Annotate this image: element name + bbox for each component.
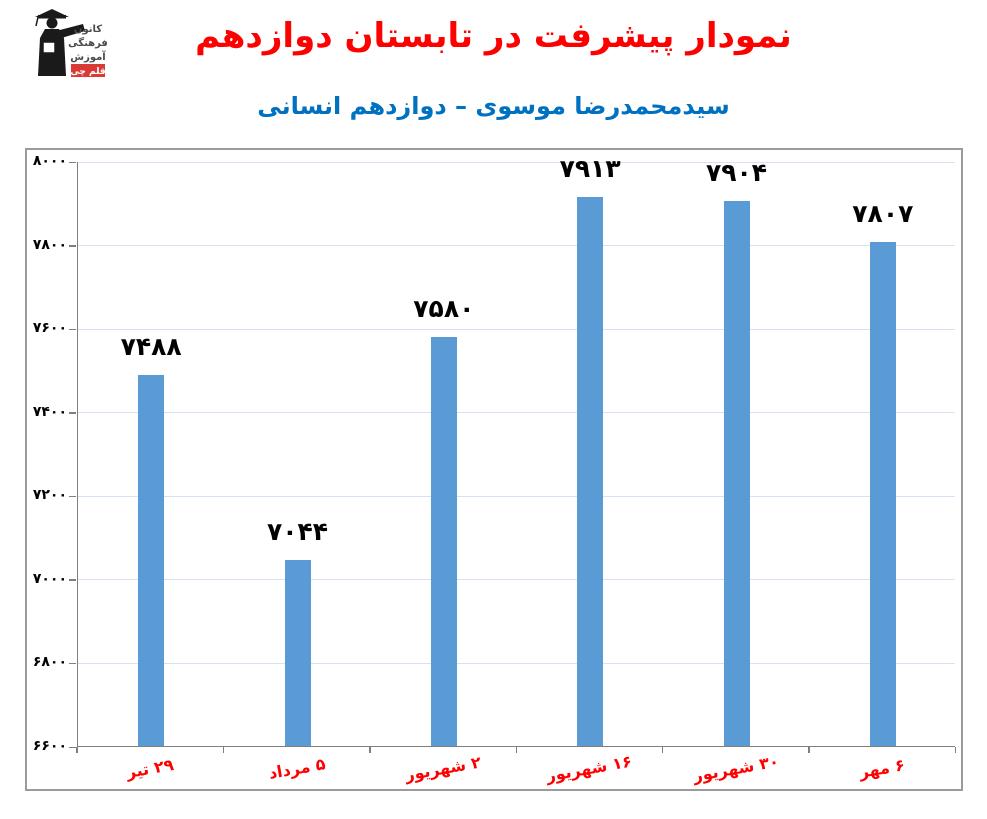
x-axis-category-label: ۶ مهر [857, 755, 907, 782]
y-axis-tick [69, 161, 76, 163]
x-axis-tick [808, 747, 810, 753]
logo-text-line: کانون [74, 24, 102, 35]
y-axis-tick [69, 412, 76, 414]
y-gridline [78, 161, 955, 163]
y-axis-tick [69, 495, 76, 498]
y-axis-line-extension [76, 747, 78, 753]
y-gridline [78, 495, 955, 497]
x-axis-category-label: ۵ مرداد [266, 754, 327, 783]
y-axis-tick-label: ۷۰۰۰ [32, 570, 67, 587]
y-axis-tick-label: ۷۶۰۰ [32, 320, 67, 337]
bar-value-label: ۷۸۰۷ [852, 198, 914, 228]
chart-frame: ۷۴۸۸ ۷۰۴۴ ۷۵۸۰ ۷۹۱۳ ۷۹۰۴ ۷۸۰۷ ۶۶۰۰ ۶۸۰۰ ۷۰۰۰ ۷۲۰… [25, 148, 963, 791]
y-axis-tick [69, 662, 76, 665]
bar-3 [430, 336, 457, 746]
bar-5 [723, 201, 750, 746]
kanoon-ghalamchi-logo-icon: کانون فرهنگی آموزش قلم چی [35, 9, 108, 77]
bar-value-label: ۷۰۴۴ [266, 517, 329, 547]
x-axis-tick [515, 747, 517, 753]
bar-value-label: ۷۵۸۰ [413, 293, 475, 323]
plot-area: ۷۴۸۸ ۷۰۴۴ ۷۵۸۰ ۷۹۱۳ ۷۹۰۴ ۷۸۰۷ [77, 154, 955, 747]
x-axis-tick [661, 747, 664, 753]
y-axis-tick [69, 245, 76, 247]
y-gridline [78, 245, 955, 247]
x-axis-category-label: ۲۹ تیر [125, 755, 176, 782]
chart-title: نمودار پیشرفت در تابستان دوازدهم [195, 16, 792, 56]
ghalamchi-badge [71, 64, 105, 77]
x-axis-tick [369, 747, 371, 753]
bar-value-label: ۷۹۱۳ [559, 154, 621, 184]
x-axis-category-label: ۳۰ شهریور [691, 751, 780, 786]
y-axis-tick-label: ۷۴۰۰ [32, 403, 67, 420]
y-axis-tick [69, 746, 76, 748]
bar-2 [284, 560, 311, 746]
y-axis-tick-label: ۷۸۰۰ [32, 236, 67, 253]
graduate-figure-icon [35, 9, 85, 76]
y-axis-tick-label: ۸۰۰۰ [32, 153, 67, 169]
x-axis-category-label: ۱۶ شهریور [544, 751, 634, 786]
bar-value-label: ۷۴۸۸ [120, 331, 182, 361]
bar-4 [577, 197, 604, 746]
x-axis-tick [954, 747, 956, 753]
y-axis-tick-label: ۶۸۰۰ [32, 654, 67, 671]
y-gridline [78, 412, 955, 414]
bar-6 [869, 241, 896, 746]
y-axis-tick [69, 579, 76, 581]
y-gridline [78, 328, 955, 330]
bar-value-label: ۷۹۰۴ [705, 158, 768, 188]
y-gridline [78, 579, 955, 581]
y-axis-tick-label: ۷۲۰۰ [32, 487, 67, 504]
logo-text-line: فرهنگی [68, 36, 108, 49]
x-axis-tick [222, 747, 225, 753]
logo-badge-label: قلم چی [70, 67, 105, 77]
y-axis-tick-label: ۶۶۰۰ [32, 738, 67, 754]
chart-subtitle: سیدمحمدرضا موسوی – دوازدهم انسانی [257, 92, 730, 120]
x-axis-category-label: ۲ شهریور [403, 752, 483, 785]
bar-1 [138, 374, 165, 746]
logo-text-line: آموزش [70, 50, 106, 63]
y-axis-tick [69, 328, 76, 331]
y-gridline [78, 662, 955, 664]
